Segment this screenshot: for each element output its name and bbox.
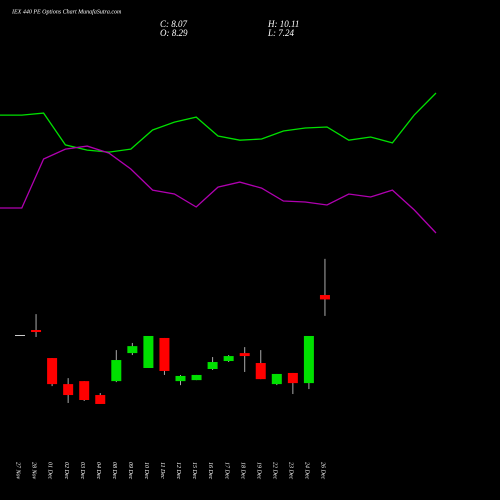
candle-body bbox=[127, 346, 138, 354]
candle-body bbox=[319, 295, 330, 300]
indicator-line bbox=[0, 145, 437, 234]
candle-body bbox=[255, 363, 266, 380]
candle-body bbox=[47, 358, 58, 385]
x-tick-label: 16 Dec bbox=[207, 462, 213, 479]
candle-body bbox=[191, 374, 202, 381]
candle-body bbox=[95, 395, 106, 404]
candle-body bbox=[111, 360, 122, 382]
x-tick-label: 11 Dec bbox=[159, 462, 165, 479]
x-tick-label: 03 Dec bbox=[79, 462, 85, 479]
candle-body bbox=[79, 381, 90, 400]
candle-body bbox=[239, 353, 250, 357]
x-tick-label: 09 Dec bbox=[127, 462, 133, 479]
low-label: L: 7.24 bbox=[267, 28, 295, 38]
candle-body bbox=[15, 334, 25, 336]
candle-body bbox=[143, 335, 154, 368]
x-tick-label: 17 Dec bbox=[223, 462, 229, 479]
x-tick-label: 04 Dec bbox=[95, 462, 102, 479]
candle-body bbox=[63, 384, 74, 396]
x-tick-label: 24 Dec bbox=[304, 462, 311, 479]
indicator-line bbox=[0, 92, 437, 153]
x-tick-label: 10 Dec bbox=[143, 462, 149, 479]
x-tick-label: 18 Dec bbox=[239, 462, 245, 479]
candle-body bbox=[159, 337, 170, 371]
x-tick-label: 01 Dec bbox=[47, 462, 53, 479]
candle-body bbox=[287, 372, 298, 384]
candle-body bbox=[223, 356, 234, 362]
high-label: H: 10.11 bbox=[267, 19, 299, 29]
x-tick-label: 26 Dec bbox=[320, 462, 326, 479]
x-tick-label: 27 Nov bbox=[15, 462, 21, 480]
open-label: O: 8.29 bbox=[160, 28, 188, 38]
candle-body bbox=[31, 330, 42, 333]
candle-body bbox=[207, 362, 218, 369]
x-tick-label: 23 Dec bbox=[287, 462, 293, 479]
x-tick-label: 22 Dec bbox=[271, 462, 277, 479]
candle-body bbox=[271, 373, 282, 385]
x-tick-label: 15 Dec bbox=[191, 462, 197, 479]
close-label: C: 8.07 bbox=[160, 19, 188, 29]
x-tick-label: 12 Dec bbox=[175, 462, 181, 479]
x-tick-label: 08 Dec bbox=[111, 462, 117, 479]
chart-title: IEX 440 PE Options Chart MunafaSutra.com bbox=[11, 8, 122, 15]
x-tick-label: 19 Dec bbox=[255, 462, 261, 479]
x-tick-label: 28 Nov bbox=[31, 462, 37, 480]
candle-body bbox=[303, 335, 314, 384]
candle-body bbox=[175, 375, 186, 382]
x-tick-label: 02 Dec bbox=[63, 462, 69, 479]
